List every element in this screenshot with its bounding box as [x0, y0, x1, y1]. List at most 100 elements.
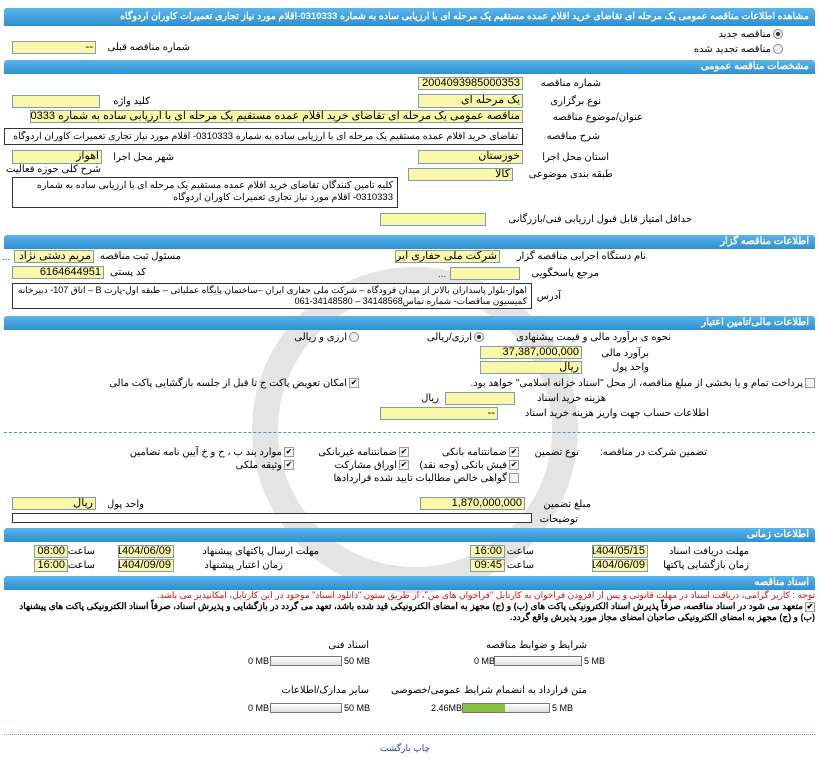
- checkbox-checked-icon[interactable]: ✔: [399, 460, 409, 471]
- guarantee-option[interactable]: ✔ضمانتنامه غیربانکی: [318, 446, 409, 459]
- print-link[interactable]: چاپ: [413, 743, 431, 753]
- submit-deadline-date[interactable]: 1404/06/09: [118, 545, 174, 558]
- doc-cost-field[interactable]: [445, 392, 515, 405]
- checkbox-checked-icon[interactable]: ✔: [349, 378, 359, 389]
- swap-checkbox[interactable]: ✔امکان تعویض پاکت ج تا قبل از جلسه بازگش…: [109, 377, 359, 390]
- radio-renewed-tender[interactable]: مناقصه تجدید شده: [694, 43, 783, 56]
- responsible-more-link[interactable]: ...: [2, 252, 11, 263]
- opening-date[interactable]: 1404/06/09: [592, 559, 648, 572]
- guarantee-amount-field[interactable]: 1,870,000,000: [420, 497, 525, 510]
- footer-divider: [4, 734, 815, 735]
- radio-both-label: ارزی و ریالی: [294, 332, 347, 343]
- treasury-label: پرداخت تمام و یا بخشی از مبلغ مناقصه، از…: [470, 378, 804, 389]
- guarantee-option[interactable]: گواهی خالص مطالبات تایید شده قراردادها: [333, 472, 519, 485]
- documents-note: توجه : کاربر گرامی، دریافت اسناد در مهلت…: [157, 590, 815, 600]
- radio-rial[interactable]: ارزی/ریالی: [427, 331, 484, 344]
- category-field[interactable]: کالا: [408, 168, 513, 181]
- guarantee-currency-field[interactable]: ریال: [12, 497, 96, 510]
- guarantee-option[interactable]: ✔فیش بانکی (وجه نقد): [420, 459, 519, 472]
- radio-icon[interactable]: [773, 29, 783, 40]
- checkbox-checked-icon[interactable]: ✔: [509, 460, 519, 471]
- description-field: تقاضای خرید اقلام عمده مستقیم یک مرحله ا…: [4, 128, 523, 145]
- holding-type-label: نوع برگزاری: [550, 96, 601, 107]
- section-financial: اطلاعات مالی/تامین اعتبار: [4, 316, 815, 330]
- swap-label: امکان تعویض پاکت ج تا قبل از جلسه بازگشا…: [109, 378, 347, 389]
- checkbox-checked-icon[interactable]: ✔: [399, 447, 409, 458]
- prev-number-label: شماره مناقصه قبلی: [107, 42, 190, 53]
- footer-links: چاپ بازگشت: [380, 742, 430, 755]
- prev-number-field[interactable]: --: [12, 41, 96, 54]
- time-label: ساعت: [67, 560, 95, 571]
- time-label: ساعت: [506, 560, 534, 571]
- checkbox-icon[interactable]: [509, 473, 519, 484]
- file-used: 0 MB: [248, 703, 270, 713]
- category-label: طبقه بندی موضوعی: [528, 169, 613, 180]
- responsible-field[interactable]: مریم دشتی نژاد: [14, 250, 94, 263]
- checkbox-icon[interactable]: [805, 378, 815, 389]
- notes-label: توضیحات: [539, 514, 578, 525]
- guarantee-option-label: فیش بانکی (وجه نقد): [419, 460, 507, 471]
- file-progress-fill: [463, 704, 506, 712]
- subject-field[interactable]: مناقصه عمومی یک مرحله ای تقاضای خرید اقل…: [30, 110, 523, 123]
- submit-deadline-time[interactable]: 08:00: [34, 545, 68, 558]
- checkbox-checked-icon[interactable]: ✔: [509, 447, 519, 458]
- radio-new-label: مناقصه جدید: [718, 29, 771, 40]
- min-score-field[interactable]: [380, 213, 486, 226]
- guarantee-option[interactable]: ✔وثیقه ملکی: [236, 459, 294, 472]
- doc-cost-label: هزینه خرید اسناد: [537, 393, 606, 404]
- checkbox-checked-icon[interactable]: ✔: [805, 601, 815, 612]
- divider: [4, 432, 815, 433]
- radio-new-tender[interactable]: مناقصه جدید: [719, 28, 783, 41]
- radio-icon[interactable]: [349, 332, 359, 343]
- file-progress-bar: [494, 656, 582, 666]
- file-max: 50 MB: [344, 656, 371, 666]
- validity-time[interactable]: 16:00: [34, 559, 68, 572]
- file-progress-bar: [270, 656, 342, 666]
- doc-deadline-date[interactable]: 1404/05/15: [592, 545, 648, 558]
- commitment-text: متعهد می شود در اسناد مناقصه، صرفاً پذیر…: [19, 601, 815, 622]
- guarantee-option-label: اوراق مشارکت: [334, 460, 398, 471]
- responsible-label: مسئول ثبت مناقصه: [99, 251, 181, 262]
- treasury-checkbox[interactable]: پرداخت تمام و یا بخشی از مبلغ مناقصه، از…: [470, 377, 815, 390]
- activity-label: شرح کلی حوزه فعالیت: [5, 164, 101, 175]
- guarantee-currency-label: واحد پول: [106, 499, 144, 510]
- file-used: 2.46MB: [431, 703, 463, 713]
- org-field[interactable]: شرکت ملی حفاری ایران در: [395, 250, 500, 263]
- guarantee-option[interactable]: ✔موارد بند ب ، ح و خ آیین نامه تضامین: [130, 446, 294, 459]
- guarantee-option[interactable]: ✔اوراق مشارکت: [334, 459, 409, 472]
- section-general: مشخصات مناقصه عمومی: [4, 60, 815, 74]
- city-field[interactable]: اهواز: [12, 150, 102, 164]
- commitment-checkbox[interactable]: ✔متعهد می شود در اسناد مناقصه، صرفاً پذی…: [5, 601, 815, 623]
- back-link[interactable]: بازگشت: [380, 743, 411, 753]
- reference-more-link[interactable]: ...: [438, 269, 447, 280]
- postal-field[interactable]: 6164644951: [12, 266, 104, 279]
- holding-type-field[interactable]: یک مرحله ای: [418, 94, 523, 108]
- validity-date[interactable]: 1404/09/09: [118, 559, 174, 572]
- radio-both[interactable]: ارزی و ریالی: [294, 331, 359, 344]
- city-label: شهر محل اجرا: [113, 152, 174, 163]
- estimate-field[interactable]: 37,387,000,000: [480, 346, 582, 359]
- file-max: 5 MB: [552, 703, 574, 713]
- account-label: اطلاعات حساب جهت واریز هزینه خرید اسناد: [524, 408, 709, 419]
- org-label: نام دستگاه اجرایی مناقصه گزار: [516, 251, 646, 262]
- opening-time[interactable]: 09:45: [470, 559, 505, 572]
- reference-field[interactable]: [450, 267, 520, 280]
- checkbox-checked-icon[interactable]: ✔: [284, 460, 294, 471]
- doc-deadline-time[interactable]: 16:00: [470, 545, 505, 558]
- guarantee-option[interactable]: ✔ضمانتنامه بانکی: [442, 446, 519, 459]
- currency-field[interactable]: ریال: [480, 361, 582, 374]
- radio-rial-label: ارزی/ریالی: [426, 332, 472, 343]
- radio-icon[interactable]: [474, 332, 484, 343]
- estimate-label: برآورد مالی: [601, 348, 649, 359]
- guarantee-option-label: موارد بند ب ، ح و خ آیین نامه تضامین: [129, 447, 282, 458]
- checkbox-checked-icon[interactable]: ✔: [284, 447, 294, 458]
- keyword-field[interactable]: [12, 95, 100, 108]
- address-label: آدرس: [536, 291, 561, 302]
- file-used: 0 MB: [474, 656, 496, 666]
- province-field[interactable]: خوزستان: [418, 150, 523, 164]
- account-field[interactable]: --: [380, 407, 498, 420]
- currency-label: واحد پول: [611, 362, 649, 373]
- tender-number-field[interactable]: 2004093985000353: [418, 77, 523, 90]
- radio-icon[interactable]: [773, 44, 783, 55]
